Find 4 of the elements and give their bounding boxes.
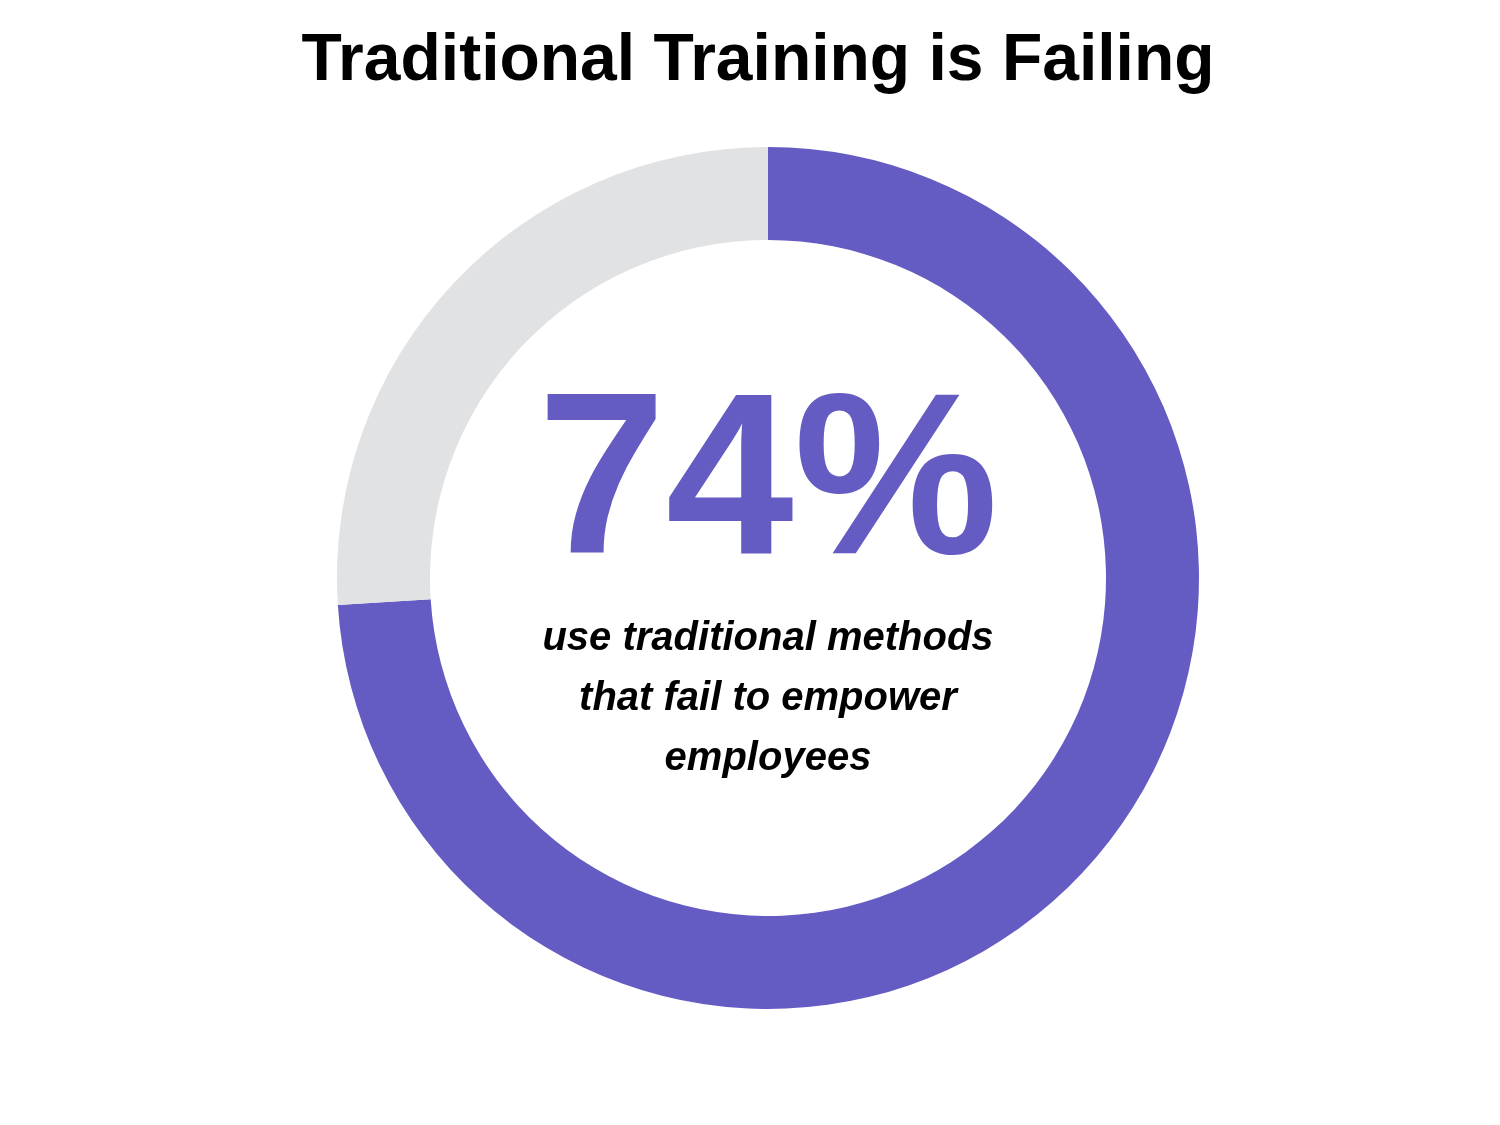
data-label: 74% <box>537 345 999 602</box>
donut-slice <box>337 147 1199 1009</box>
text: use traditional methods that fail to empower employees <box>542 614 994 778</box>
chart-title: Traditional Training is Failing <box>301 20 1215 94</box>
